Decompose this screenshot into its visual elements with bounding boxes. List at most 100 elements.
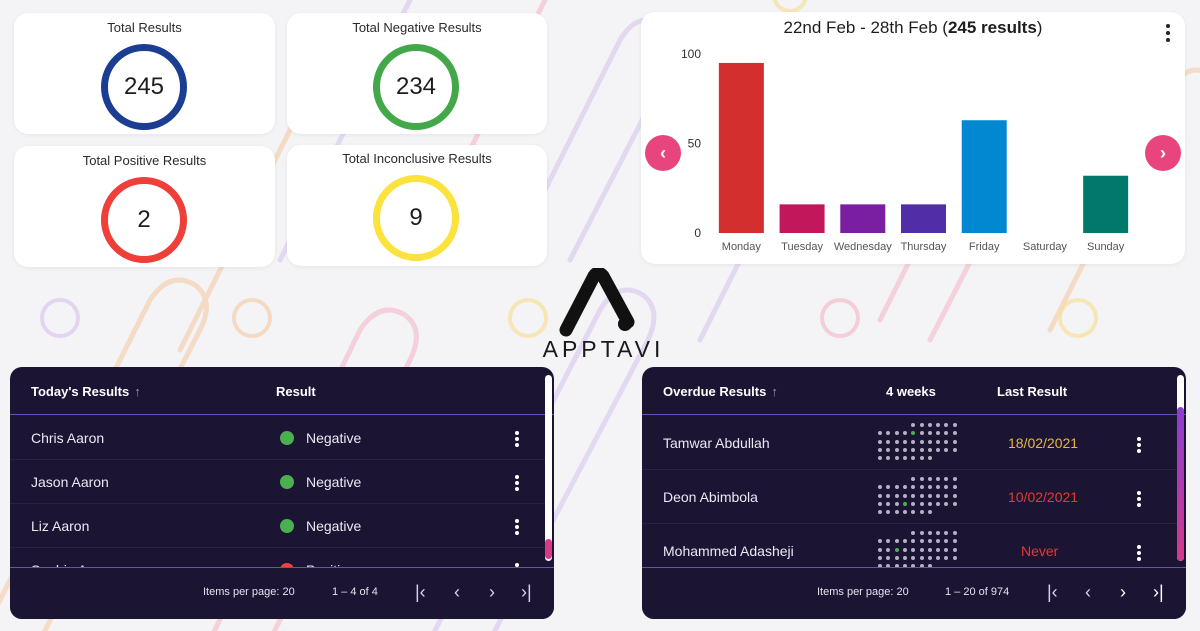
table-header: Today's Results ↑ Result bbox=[10, 367, 554, 415]
day-dot bbox=[894, 564, 899, 569]
day-dot bbox=[894, 547, 899, 552]
day-dot bbox=[919, 485, 924, 490]
day-dot bbox=[911, 510, 916, 515]
bar-chart: 0 50 100 Monday Tuesday Wednesday Thursday Frid… bbox=[681, 47, 1129, 253]
items-per-page-select[interactable]: 20 bbox=[896, 586, 909, 598]
day-dot bbox=[927, 477, 932, 481]
x-tick-label: Friday bbox=[969, 241, 1000, 253]
column-header-result[interactable]: Result bbox=[276, 384, 316, 399]
day-dot bbox=[902, 555, 907, 560]
bar-sunday[interactable] bbox=[1083, 175, 1129, 233]
scrollbar[interactable] bbox=[545, 375, 552, 561]
bar-friday[interactable] bbox=[961, 120, 1007, 233]
bar-monday[interactable] bbox=[718, 62, 764, 234]
stat-ring: 9 bbox=[373, 175, 459, 261]
previous-page-icon[interactable]: ‹ bbox=[1085, 582, 1091, 602]
last-page-icon[interactable]: ›| bbox=[521, 582, 532, 602]
day-dot bbox=[894, 485, 899, 490]
day-dot bbox=[902, 439, 907, 444]
day-dot bbox=[952, 531, 957, 535]
day-dot bbox=[894, 510, 899, 515]
day-dot bbox=[878, 431, 882, 436]
day-dot bbox=[911, 539, 916, 544]
row-menu-icon[interactable] bbox=[1136, 545, 1142, 561]
todays-results-table: Today's Results ↑ Result Chris Aaron Nega… bbox=[10, 367, 554, 619]
chart-title-suffix: ) bbox=[1036, 18, 1043, 37]
stat-title: Total Positive Results bbox=[82, 153, 207, 168]
day-dot bbox=[886, 485, 891, 490]
first-page-icon[interactable]: |‹ bbox=[415, 582, 426, 602]
last-page-icon[interactable]: ›| bbox=[1153, 582, 1164, 602]
apptavi-logo-icon bbox=[559, 268, 635, 337]
previous-page-icon[interactable]: ‹ bbox=[454, 582, 460, 602]
row-menu-icon[interactable] bbox=[1136, 437, 1142, 453]
day-dot bbox=[944, 531, 949, 535]
kebab-menu-icon[interactable] bbox=[1165, 24, 1171, 42]
table-row[interactable]: Tamwar Abdullah 18/02/2021 bbox=[642, 416, 1177, 470]
status-dot bbox=[280, 475, 294, 489]
day-dot bbox=[927, 547, 932, 552]
day-dot bbox=[936, 423, 941, 427]
day-dot bbox=[944, 493, 949, 498]
day-dot bbox=[936, 431, 941, 436]
day-dot bbox=[944, 539, 949, 544]
day-dot bbox=[878, 547, 882, 552]
day-dot bbox=[952, 431, 957, 436]
table-paginator: Items per page: 20 1 – 4 of 4 |‹ ‹ › ›| bbox=[10, 567, 554, 619]
stat-card-positive: Total Positive Results 2 bbox=[14, 146, 275, 267]
column-header-name[interactable]: Today's Results ↑ bbox=[31, 384, 141, 399]
day-dot bbox=[886, 456, 891, 461]
row-result: Negative bbox=[280, 430, 361, 446]
day-dot bbox=[894, 439, 899, 444]
row-menu-icon[interactable] bbox=[514, 431, 520, 447]
day-dot bbox=[911, 456, 916, 461]
day-dot bbox=[911, 477, 916, 481]
sort-arrow-icon: ↑ bbox=[771, 384, 778, 399]
day-dot bbox=[944, 485, 949, 490]
first-page-icon[interactable]: |‹ bbox=[1047, 582, 1058, 602]
bar-wednesday[interactable] bbox=[840, 204, 886, 233]
column-header-weeks[interactable]: 4 weeks bbox=[886, 384, 936, 399]
table-row[interactable]: Jason Aaron Negative bbox=[10, 460, 545, 504]
day-dot bbox=[952, 501, 957, 506]
row-menu-icon[interactable] bbox=[514, 475, 520, 491]
day-dot bbox=[878, 539, 882, 544]
day-dot bbox=[927, 493, 932, 498]
scrollbar-thumb[interactable] bbox=[545, 539, 552, 559]
next-page-icon[interactable]: › bbox=[1120, 582, 1126, 602]
day-dot bbox=[919, 501, 924, 506]
items-per-page-select[interactable]: 20 bbox=[282, 586, 295, 598]
stat-ring: 245 bbox=[101, 44, 187, 130]
next-page-icon[interactable]: › bbox=[489, 582, 495, 602]
chevron-left-icon[interactable]: ‹ bbox=[645, 135, 681, 171]
items-per-page-label: Items per page: 20 bbox=[203, 586, 295, 598]
table-row[interactable]: Liz Aaron Negative bbox=[10, 504, 545, 548]
x-tick-label: Thursday bbox=[901, 241, 947, 253]
chevron-right-icon[interactable]: › bbox=[1145, 135, 1181, 171]
day-dot bbox=[894, 447, 899, 452]
x-tick-label: Monday bbox=[722, 241, 762, 253]
table-row[interactable]: Deon Abimbola 10/02/2021 bbox=[642, 470, 1177, 524]
stat-card-inconclusive: Total Inconclusive Results 9 bbox=[287, 145, 547, 266]
table-row[interactable]: Chris Aaron Negative bbox=[10, 416, 545, 460]
bar-thursday[interactable] bbox=[901, 204, 946, 233]
bar-tuesday[interactable] bbox=[779, 204, 825, 233]
scrollbar-thumb[interactable] bbox=[1177, 407, 1184, 561]
row-last-result: 10/02/2021 bbox=[1008, 489, 1079, 505]
day-dot bbox=[886, 431, 891, 436]
column-header-name[interactable]: Overdue Results ↑ bbox=[663, 384, 778, 399]
stat-value: 245 bbox=[123, 73, 165, 100]
day-dot bbox=[886, 547, 891, 552]
status-dot bbox=[280, 519, 294, 533]
day-dot bbox=[902, 493, 907, 498]
day-dot bbox=[927, 531, 932, 535]
sort-arrow-icon: ↑ bbox=[134, 384, 141, 399]
row-menu-icon[interactable] bbox=[514, 519, 520, 535]
row-menu-icon[interactable] bbox=[1136, 491, 1142, 507]
chart-title-prefix: 22nd Feb - 28th Feb ( bbox=[783, 18, 948, 37]
column-header-last-result[interactable]: Last Result bbox=[997, 384, 1068, 399]
stat-ring: 234 bbox=[373, 44, 459, 130]
row-name: Jason Aaron bbox=[31, 474, 109, 490]
row-result: Negative bbox=[280, 474, 361, 490]
day-dot bbox=[936, 447, 941, 452]
